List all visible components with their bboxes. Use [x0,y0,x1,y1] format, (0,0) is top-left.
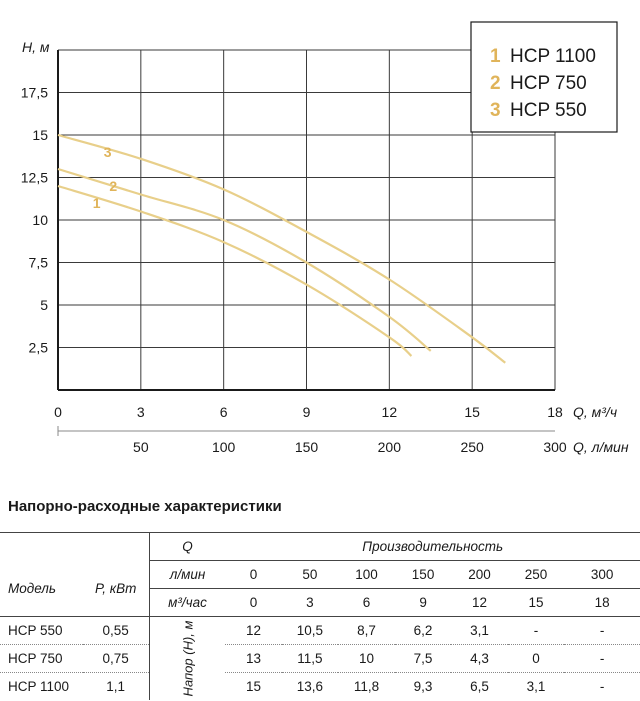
x-secondary-tick-label: 200 [378,439,402,455]
chart-grid [58,49,556,390]
x-axis-label: Q, м³/ч [573,404,617,420]
x-tick-label: 12 [382,404,398,420]
value-cell: 8,7 [338,616,395,645]
header-row-m3h: м³/час 0 3 6 9 12 15 18 [0,588,640,617]
value-cell: 7,5 [394,644,452,673]
x-secondary-axis-label: Q, л/мин [573,439,629,455]
m3h-value: 12 [451,588,508,617]
header-row-q: Q Производительность [0,532,640,561]
y-tick-label: 12,5 [21,170,48,186]
legend-entry: HCP 1100 [510,46,596,67]
lmin-value: 0 [225,560,282,589]
value-cell: - [599,679,605,694]
x-tick-label: 9 [303,404,311,420]
x-secondary-tick-label: 250 [460,439,484,455]
m3h-value: 15 [507,588,565,617]
y-tick-label: 5 [40,297,48,313]
legend-entry: HCP 750 [510,73,587,94]
head-label: Напор (H), м [179,620,195,697]
header-row-lmin: Модель P, кВт л/мин 0 50 100 150 200 250… [0,560,640,617]
header-unit-m3h: м³/час [148,588,226,617]
x-tick-label: 15 [464,404,480,420]
x-secondary-tick-label: 300 [543,439,567,455]
y-tick-label: 7,5 [29,255,49,271]
value-cell: 13 [225,644,282,673]
power-cell: 0,75 [82,644,150,673]
x-secondary-tick-label: 150 [295,439,319,455]
model-cell: HCP 750 [0,644,83,673]
legend-entry: HCP 550 [510,100,587,121]
x-secondary-tick-label: 100 [212,439,236,455]
x-secondary-tick-label: 50 [133,439,149,455]
value-cell: - [564,644,640,673]
value-cell: 0 [507,644,565,673]
m3h-value: 18 [564,588,640,617]
legend-number: 2 [490,73,501,94]
lmin-value: 50 [281,560,339,589]
lmin-value: 200 [451,560,508,589]
spec-table: Q Производительность Модель P, кВт л/мин… [0,532,640,700]
m3h-value: 3 [281,588,339,617]
table-row: HCP 1100 1,1 15 13,6 11,8 9,3 6,5 3,1 - [0,673,640,701]
curve-hcp-550 [57,184,413,357]
value-cell: 15 [246,679,262,694]
lmin-value: 300 [564,560,640,589]
value-cell: 3,1 [451,616,508,645]
head-label-cell: Напор (H), м [148,616,226,700]
m3h-value: 9 [394,588,452,617]
lmin-value: 250 [507,560,565,589]
value-cell: 13,6 [296,679,324,694]
chart-legend: 1 HCP 1100 2 HCP 750 3 HCP 550 [470,21,618,133]
chart-curves [57,133,506,364]
value-cell: - [564,616,640,645]
chart-axes [57,50,555,436]
curve-hcp-1100 [57,133,506,364]
value-cell: 9,3 [413,679,433,694]
legend-box [470,21,618,133]
value-cell: 12 [225,616,282,645]
value-cell: 11,5 [281,644,339,673]
value-cell: 10,5 [281,616,339,645]
m3h-value: 0 [225,588,282,617]
table-row: HCP 750 0,75 13 11,5 10 7,5 4,3 0 - [0,644,640,673]
value-cell: 3,1 [526,679,546,694]
y-tick-label: 2,5 [29,340,49,356]
x-tick-label: 0 [54,404,62,420]
value-cell: 6,5 [470,679,489,694]
header-performance: Производительность [225,532,640,561]
lmin-value: 150 [394,560,452,589]
header-power: P, кВт [82,560,150,617]
y-axis-label: H, м [22,39,50,55]
value-cell: 4,3 [451,644,508,673]
y-tick-label: 17,5 [21,85,48,101]
y-tick-label: 10 [32,212,48,228]
curve-number-label: 2 [109,178,117,194]
x-tick-label: 6 [220,404,228,420]
power-cell: 0,55 [82,616,150,645]
value-cell: - [507,616,565,645]
legend-number: 1 [490,46,501,67]
m3h-value: 6 [338,588,395,617]
value-cell: 10 [338,644,395,673]
model-cell: HCP 1100 [8,679,70,694]
value-cell: 11,8 [353,679,380,694]
header-q: Q [148,532,226,561]
power-cell: 1,1 [106,679,126,694]
header-unit-lmin: л/мин [148,560,226,589]
curve-hcp-750 [57,167,432,352]
legend-number: 3 [490,100,501,121]
y-tick-label: 15 [32,127,48,143]
curve-number-label: 3 [104,144,112,160]
table-title: Напорно-расходные характеристики [8,498,282,515]
table-row: HCP 550 0,55 Напор (H), м 12 10,5 8,7 6,… [0,616,640,700]
value-cell: 6,2 [394,616,452,645]
x-tick-label: 3 [137,404,145,420]
model-cell: HCP 550 [0,616,83,645]
header-model: Модель [0,560,83,617]
curve-number-label: 1 [93,195,101,211]
x-tick-label: 18 [547,404,563,420]
lmin-value: 100 [338,560,395,589]
